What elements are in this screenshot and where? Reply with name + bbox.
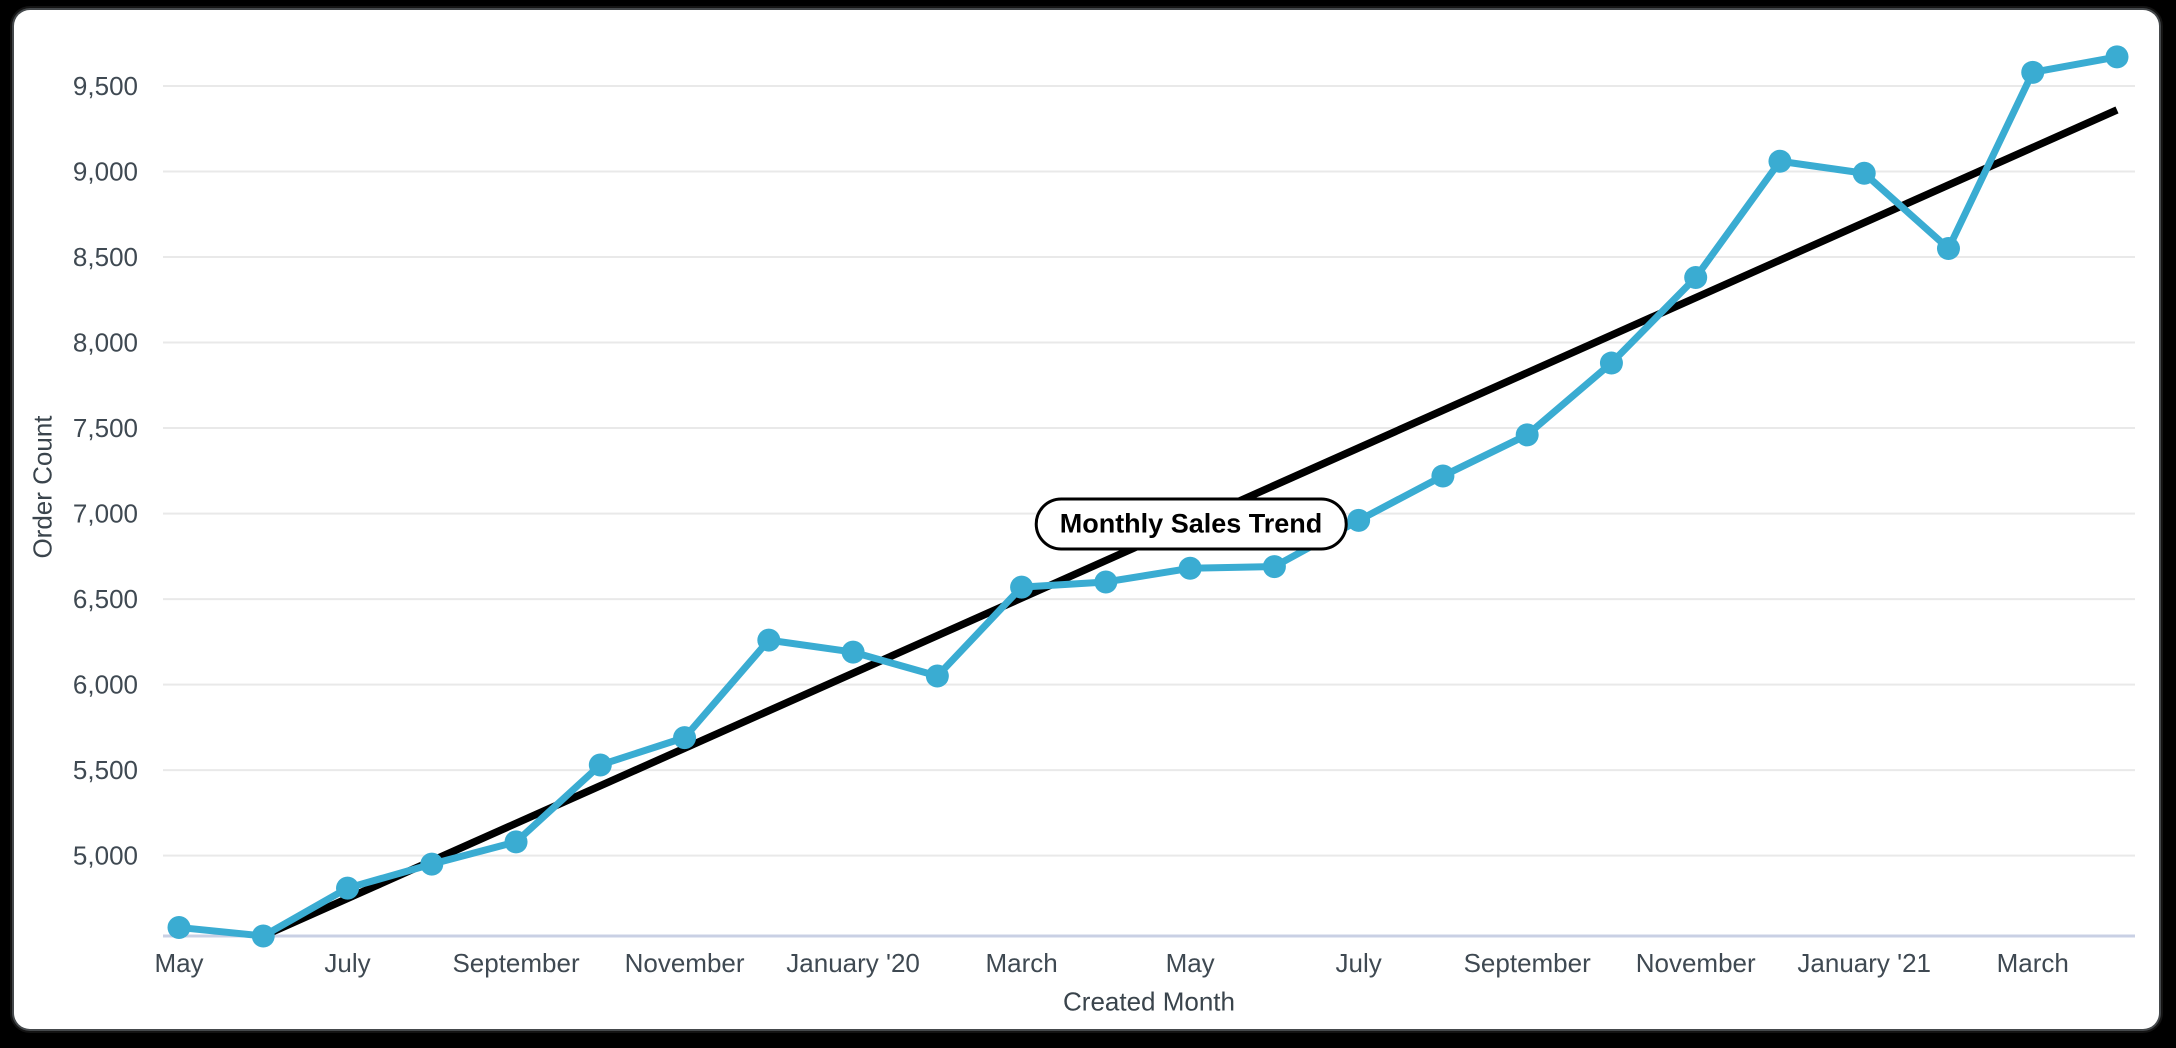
y-tick-label: 6,000 — [73, 670, 138, 700]
data-point[interactable] — [1347, 508, 1371, 532]
data-point[interactable] — [1262, 555, 1286, 579]
x-tick-label: November — [1636, 948, 1756, 978]
x-tick-label: May — [154, 948, 203, 978]
y-tick-label: 9,500 — [73, 71, 138, 101]
data-point[interactable] — [925, 664, 949, 688]
y-tick-label: 8,000 — [73, 328, 138, 358]
data-point[interactable] — [673, 726, 697, 750]
data-point[interactable] — [841, 640, 865, 664]
y-tick-label: 9,000 — [73, 157, 138, 187]
x-tick-label: January '21 — [1797, 948, 1931, 978]
data-point[interactable] — [1431, 464, 1455, 488]
x-axis-title: Created Month — [1063, 986, 1235, 1017]
data-point[interactable] — [1094, 570, 1118, 594]
x-tick-label: May — [1166, 948, 1215, 978]
y-tick-label: 8,500 — [73, 242, 138, 272]
x-tick-label: September — [452, 948, 580, 978]
data-point[interactable] — [1178, 556, 1202, 580]
data-point[interactable] — [167, 915, 191, 939]
data-point[interactable] — [1010, 575, 1034, 599]
x-tick-label: March — [985, 948, 1057, 978]
y-tick-label: 5,500 — [73, 755, 138, 785]
data-point[interactable] — [1599, 351, 1623, 375]
data-point[interactable] — [1684, 266, 1708, 290]
data-point[interactable] — [588, 753, 612, 777]
x-tick-label: March — [1997, 948, 2069, 978]
y-tick-label: 6,500 — [73, 584, 138, 614]
series-line — [175, 53, 2121, 940]
x-tick-label: September — [1464, 948, 1592, 978]
data-point[interactable] — [1768, 149, 1792, 173]
data-point[interactable] — [757, 628, 781, 652]
trend-label-pill: Monthly Sales Trend — [1034, 497, 1348, 551]
data-point[interactable] — [504, 830, 528, 854]
data-point[interactable] — [251, 924, 275, 948]
data-point[interactable] — [336, 876, 360, 900]
x-tick-label: July — [324, 948, 370, 978]
y-tick-label: 5,000 — [73, 841, 138, 871]
y-tick-label: 7,000 — [73, 499, 138, 529]
data-point[interactable] — [2021, 60, 2045, 84]
y-axis-title: Order Count — [27, 415, 58, 559]
data-point[interactable] — [420, 852, 444, 876]
x-tick-label: November — [625, 948, 745, 978]
x-tick-label: July — [1336, 948, 1382, 978]
data-point[interactable] — [1936, 236, 1960, 260]
x-tick-label: January '20 — [786, 948, 920, 978]
data-point[interactable] — [2105, 45, 2129, 69]
y-tick-label: 7,500 — [73, 413, 138, 443]
data-point[interactable] — [1852, 161, 1876, 185]
data-point[interactable] — [1515, 423, 1539, 447]
trend-label-text: Monthly Sales Trend — [1059, 508, 1323, 539]
